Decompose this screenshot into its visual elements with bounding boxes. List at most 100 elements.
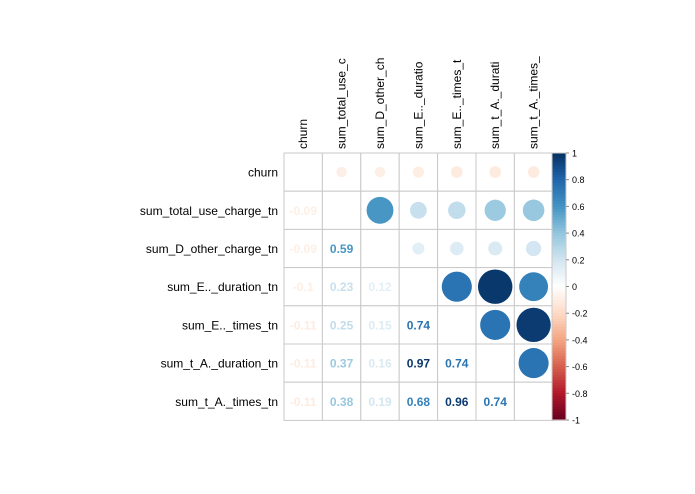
colorbar-tick-label: -0.2 bbox=[572, 309, 588, 319]
correlation-value-label: 0.68 bbox=[407, 395, 431, 409]
colorbar-segment bbox=[552, 262, 566, 266]
correlation-value-label: 0.59 bbox=[330, 242, 354, 256]
correlation-value-label: 0.96 bbox=[445, 395, 469, 409]
colorbar-segment bbox=[552, 187, 566, 191]
row-label: sum_t_A._times_tn bbox=[175, 395, 278, 409]
matrix-cell bbox=[321, 381, 362, 421]
colorbar-segment bbox=[552, 390, 566, 394]
column-label: sum_total_use_c bbox=[335, 58, 349, 149]
colorbar-segment bbox=[552, 353, 566, 357]
colorbar-segment bbox=[552, 363, 566, 368]
colorbar-segment bbox=[552, 265, 566, 269]
colorbar-segment bbox=[552, 214, 566, 218]
correlation-circle bbox=[412, 166, 424, 178]
matrix-cell bbox=[283, 267, 323, 307]
colorbar-segment bbox=[552, 305, 566, 309]
colorbar-segment bbox=[552, 243, 566, 248]
matrix-cell bbox=[398, 267, 439, 307]
row-label: sum_total_use_charge_tn bbox=[140, 204, 278, 218]
colorbar-segment bbox=[552, 273, 566, 277]
row-label: sum_E.._duration_tn bbox=[167, 280, 278, 294]
colorbar-segment bbox=[552, 161, 566, 165]
correlation-value-label: 0.37 bbox=[330, 357, 354, 371]
colorbar-segment bbox=[552, 155, 566, 159]
correlation-value-label: 0.15 bbox=[368, 318, 392, 332]
colorbar-segment bbox=[552, 387, 566, 392]
colorbar-segment bbox=[552, 323, 566, 328]
colorbar: 1 0.8 0.6 0.4 0.2 0 -0.2 -0.4 -0.6 -0.8 -1 bbox=[551, 149, 588, 426]
row-labels: churn sum_total_use_charge_tn sum_D_other_… bbox=[140, 166, 278, 409]
colorbar-segment bbox=[552, 371, 566, 376]
colorbar-segment bbox=[552, 275, 566, 280]
matrix-cell bbox=[283, 343, 323, 383]
correlation-circle bbox=[488, 241, 503, 256]
correlation-circle bbox=[441, 271, 472, 302]
correlation-circle bbox=[480, 309, 511, 340]
colorbar-segment bbox=[552, 313, 566, 317]
colorbar-tick-label: 0 bbox=[572, 282, 577, 292]
colorbar-segment bbox=[552, 334, 566, 338]
colorbar-segment bbox=[552, 182, 566, 186]
colorbar-segment bbox=[552, 369, 566, 373]
colorbar-segment bbox=[552, 347, 566, 352]
colorbar-segment bbox=[552, 249, 566, 253]
colorbar-segment bbox=[552, 190, 566, 194]
correlation-circle bbox=[516, 307, 551, 343]
colorbar-segment bbox=[552, 185, 566, 189]
correlation-circle bbox=[336, 166, 347, 178]
colorbar-segment bbox=[552, 171, 566, 175]
correlation-circle bbox=[366, 196, 394, 224]
correlation-value-label: 0.25 bbox=[330, 318, 354, 332]
colorbar-segment bbox=[552, 219, 566, 224]
correlation-value-label: 0.74 bbox=[407, 318, 431, 332]
correlation-circle bbox=[525, 240, 542, 257]
colorbar-segment bbox=[552, 238, 566, 242]
row-label: sum_t_A._duration_tn bbox=[161, 357, 278, 371]
colorbar-segment bbox=[552, 310, 566, 314]
colorbar-segment bbox=[552, 235, 566, 240]
matrix-cells bbox=[283, 152, 554, 421]
colorbar-segment bbox=[552, 291, 566, 296]
colorbar-segment bbox=[552, 203, 566, 207]
colorbar-segment bbox=[552, 195, 566, 199]
colorbar-segment bbox=[552, 153, 566, 157]
colorbar-segment bbox=[552, 217, 566, 221]
colorbar-segment bbox=[552, 206, 566, 210]
colorbar-segment bbox=[552, 401, 566, 405]
colorbar-segment bbox=[552, 321, 566, 325]
colorbar-segment bbox=[552, 201, 566, 205]
colorbar-segment bbox=[552, 329, 566, 333]
matrix-cell bbox=[321, 267, 362, 307]
colorbar-segment bbox=[552, 361, 566, 365]
correlation-value-label: 0.23 bbox=[330, 280, 354, 294]
colorbar-segment bbox=[552, 230, 566, 234]
matrix-cell bbox=[360, 228, 400, 269]
row-label: sum_D_other_charge_tn bbox=[146, 242, 278, 256]
colorbar-tick-label: 0.2 bbox=[572, 255, 585, 265]
colorbar-segment bbox=[552, 318, 566, 322]
matrix-cell bbox=[437, 305, 477, 345]
correlation-circle bbox=[450, 166, 463, 178]
matrix-cell bbox=[437, 381, 477, 421]
matrix-cell bbox=[283, 152, 323, 192]
row-label: sum_E.._times_tn bbox=[182, 318, 278, 332]
colorbar-segment bbox=[552, 209, 566, 213]
colorbar-segment bbox=[552, 337, 566, 341]
column-label: sum_t_A._durati bbox=[488, 62, 502, 149]
colorbar-segment bbox=[552, 398, 566, 402]
correlation-value-label: -0.11 bbox=[290, 318, 317, 332]
column-label: sum_E.._duratio bbox=[411, 61, 425, 149]
colorbar-segment bbox=[552, 225, 566, 229]
correlation-value-label: 0.38 bbox=[330, 395, 354, 409]
colorbar-tick-label: 1 bbox=[572, 149, 577, 159]
colorbar-segment bbox=[552, 254, 566, 258]
colorbar-segment bbox=[552, 414, 566, 418]
colorbar-segment bbox=[552, 198, 566, 202]
colorbar-segment bbox=[552, 379, 566, 384]
colorbar-segment bbox=[552, 315, 566, 320]
colorbar-segment bbox=[552, 342, 566, 346]
column-labels: churn sum_total_use_c sum_D_other_ch sum_E.… bbox=[296, 56, 540, 149]
correlation-value-label: 0.16 bbox=[368, 357, 392, 371]
colorbar-segment bbox=[552, 393, 566, 397]
